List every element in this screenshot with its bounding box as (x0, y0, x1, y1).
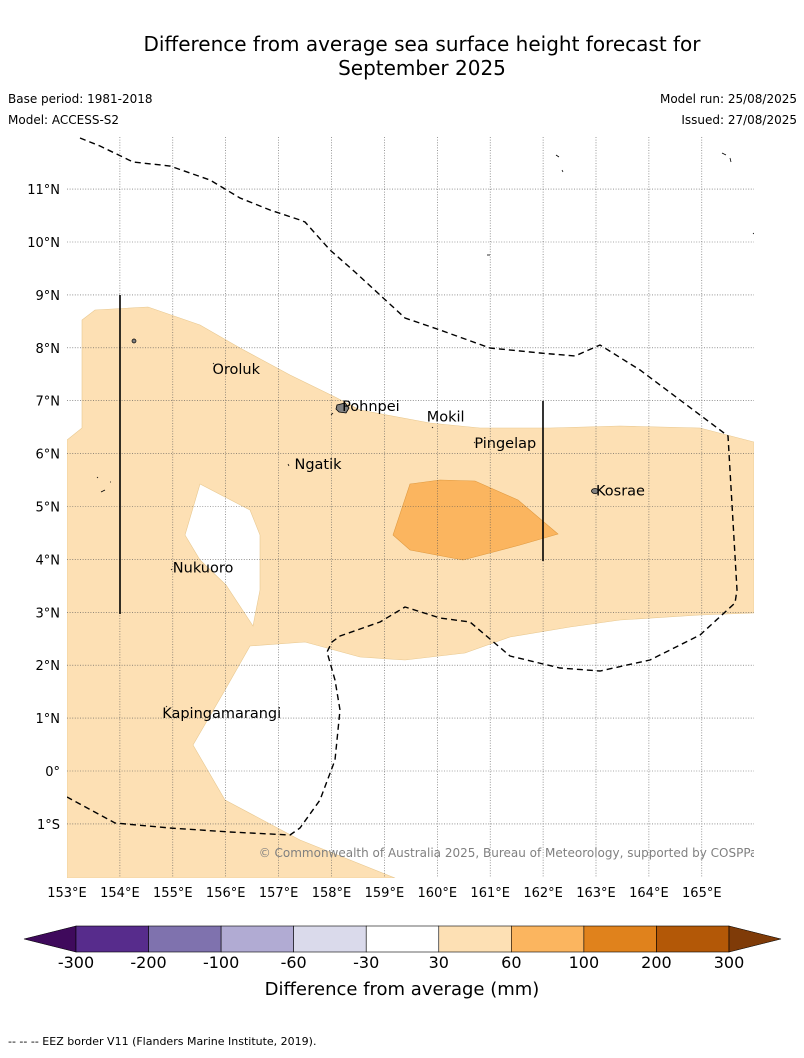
lon-tick-label: 164°E (629, 886, 669, 901)
colorbar-tick-label: 300 (714, 953, 745, 972)
place-label-nukuoro: Nukuoro (173, 560, 234, 576)
colorbar-segment (438, 925, 512, 953)
lat-tick-label: 5°N (36, 501, 61, 516)
issued-date: Issued: 27/08/2025 (681, 113, 797, 127)
lon-tick-label: 155°E (153, 886, 193, 901)
lat-tick-label: 8°N (36, 342, 61, 357)
colorbar-segment (583, 925, 657, 953)
copyright-note: © Commonwealth of Australia 2025, Bureau… (259, 846, 764, 860)
colorbar-tick-label: -300 (58, 953, 94, 972)
lat-tick-label: 11°N (27, 183, 60, 198)
lat-tick-label: 0° (45, 765, 60, 780)
place-labels: Oroluk Pohnpei Mokil Pingelap Ngatik Kosrae Nu… (162, 362, 645, 722)
lon-tick-label: 156°E (206, 886, 246, 901)
anomaly-region-30-60 (67, 306, 754, 878)
lat-tick-label: 4°N (36, 553, 61, 568)
place-label-mokil: Mokil (427, 410, 465, 426)
colorbar-tick-label: 60 (501, 953, 521, 972)
colorbar: -300 -200 -100 -60 -30 30 60 100 200 300 (23, 925, 782, 972)
lon-tick-label: 153°E (47, 886, 87, 901)
base-period: Base period: 1981-2018 (8, 92, 153, 106)
lon-tick-label: 165°E (682, 886, 722, 901)
map-title: Difference from average sea surface heig… (90, 32, 754, 80)
model-name: Model: ACCESS-S2 (8, 113, 120, 127)
lat-tick-label: 3°N (36, 606, 61, 621)
lon-tick-label: 154°E (100, 886, 140, 901)
island-west (131, 338, 137, 344)
colorbar-tick-label: 30 (429, 953, 449, 972)
place-label-kosrae: Kosrae (596, 484, 645, 500)
model-run: Model run: 25/08/2025 (659, 92, 797, 106)
islands (96, 152, 754, 708)
colorbar-tick-label: 100 (569, 953, 600, 972)
place-label-pohnpei: Pohnpei (342, 399, 400, 415)
colorbar-extend-low (23, 925, 77, 953)
anomaly-region-60-100 (392, 479, 559, 561)
place-label-kapingamarangi: Kapingamarangi (162, 706, 281, 722)
lon-tick-label: 159°E (365, 886, 405, 901)
lat-tick-label: 10°N (27, 236, 60, 251)
title-line-1: Difference from average sea surface heig… (143, 32, 701, 56)
kosrae-island (591, 488, 599, 494)
colorbar-segment (220, 925, 294, 953)
colorbar-tick-label: 200 (641, 953, 672, 972)
colorbar-segment (148, 925, 222, 953)
colorbar-segment (75, 925, 149, 953)
place-label-oroluk: Oroluk (212, 362, 260, 378)
title-line-2: September 2025 (338, 56, 506, 80)
lat-tick-label: 7°N (36, 395, 61, 410)
colorbar-extend-high (728, 925, 782, 953)
colorbar-tick-label: -60 (281, 953, 307, 972)
colorbar-label: Difference from average (mm) (265, 979, 540, 1000)
colorbar-segment (293, 925, 367, 953)
place-label-pingelap: Pingelap (474, 436, 536, 452)
colorbar-tick-label: -30 (353, 953, 379, 972)
lon-tick-label: 161°E (470, 886, 510, 901)
lon-tick-label: 162°E (523, 886, 563, 901)
lon-tick-label: 163°E (576, 886, 616, 901)
colorbar-tick-label: -200 (130, 953, 166, 972)
place-label-ngatik: Ngatik (294, 457, 342, 473)
lat-tick-label: 6°N (36, 448, 61, 463)
map-area: Oroluk Pohnpei Mokil Pingelap Ngatik Kosrae Nu… (67, 137, 764, 878)
lat-tick-label: 9°N (36, 289, 61, 304)
eez-footnote: -- -- -- EEZ border V11 (Flanders Marine… (8, 1035, 317, 1048)
pohnpei-island (335, 402, 350, 414)
lat-tick-label: 1°N (36, 712, 61, 727)
graticule (67, 137, 754, 878)
colorbar-segment (365, 925, 440, 953)
lon-tick-label: 157°E (259, 886, 299, 901)
lat-tick-label: 2°N (36, 659, 61, 674)
colorbar-segment (511, 925, 585, 953)
lat-tick-label: 1°S (37, 818, 60, 833)
lon-tick-label: 160°E (418, 886, 458, 901)
lon-tick-label: 158°E (312, 886, 352, 901)
latitude-labels: 11°N 10°N 9°N 8°N 7°N 6°N 5°N 4°N 3°N 2°N 1°N 0° 1°S (27, 183, 60, 833)
colorbar-tick-label: -100 (203, 953, 239, 972)
longitude-labels: 153°E 154°E 155°E 156°E 157°E 158°E 159°E 160°E… (47, 886, 721, 901)
colorbar-segment (656, 925, 730, 953)
